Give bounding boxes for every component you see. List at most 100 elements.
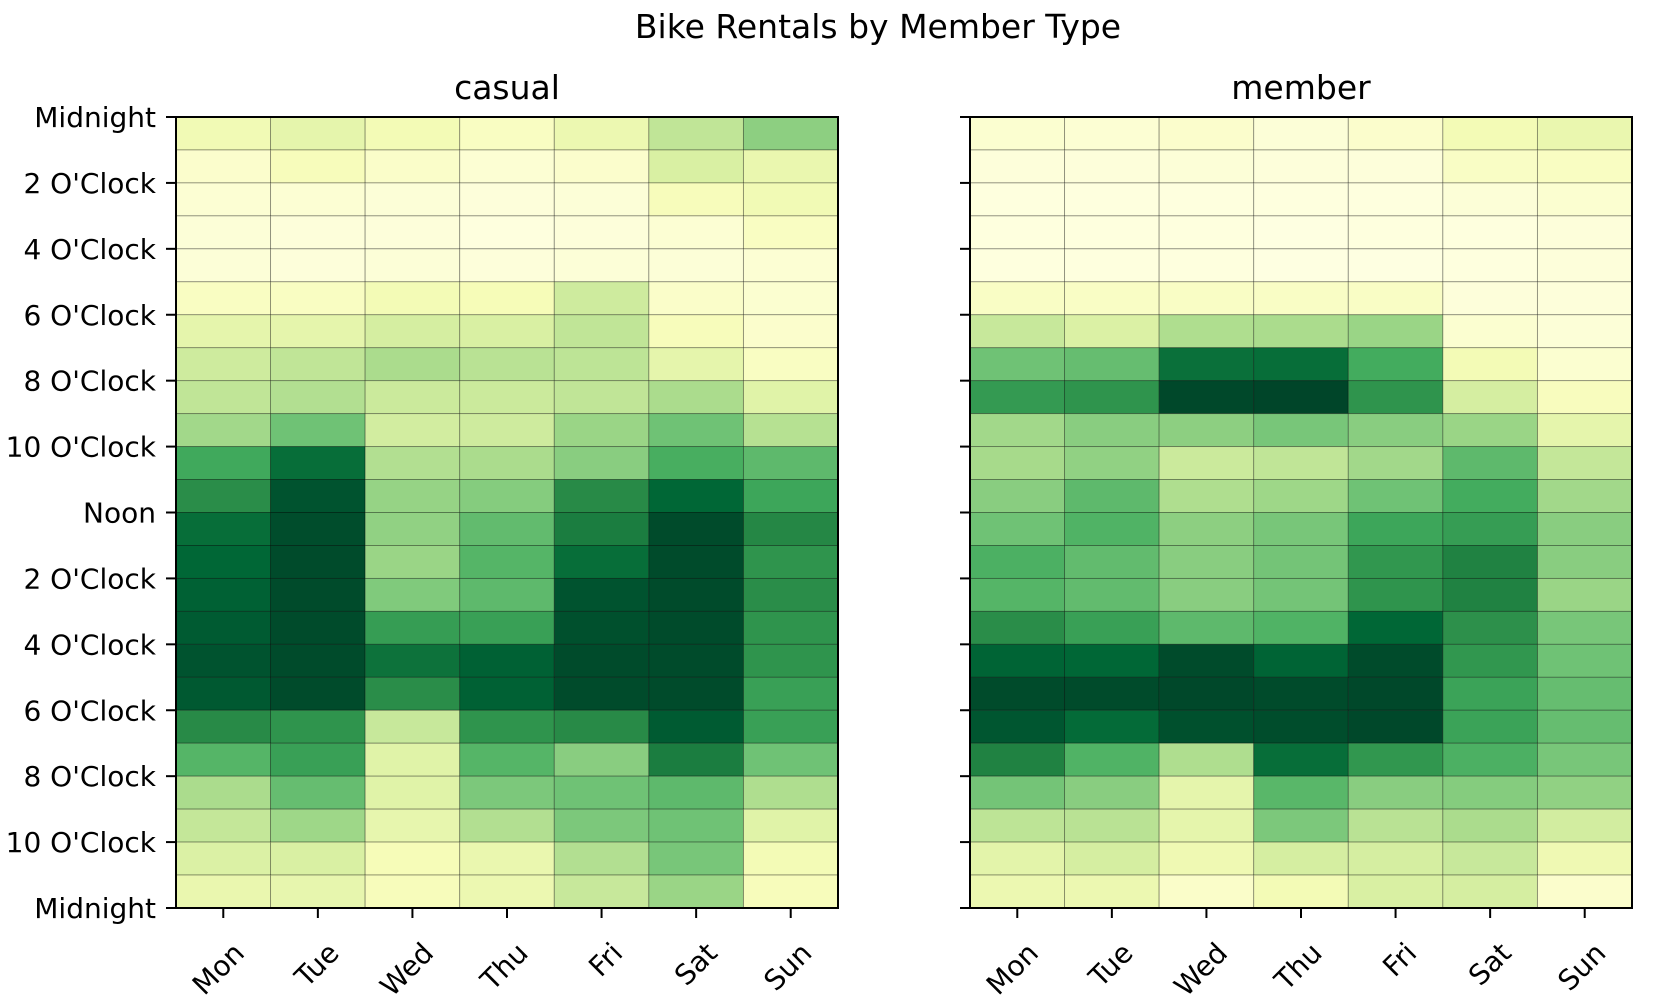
heatmap-cell — [1347, 676, 1444, 711]
heatmap-cell — [1253, 347, 1349, 382]
heatmap-cell — [1347, 149, 1444, 184]
heatmap-cell — [1536, 841, 1633, 876]
heatmap-cell — [270, 808, 366, 843]
heatmap-cell — [175, 149, 272, 184]
y-tick-label: 6 O'Clock — [23, 299, 156, 332]
heatmap-cell — [742, 874, 839, 909]
heatmap-cell — [553, 577, 650, 612]
heatmap-cell — [553, 841, 650, 876]
heatmap-cell — [1442, 182, 1538, 217]
heatmap-cell — [175, 116, 272, 151]
heatmap-cell — [459, 413, 555, 448]
heatmap-cell — [742, 643, 839, 678]
heatmap-cell — [175, 512, 272, 546]
heatmap-cell — [742, 808, 839, 843]
heatmap-cell — [1064, 709, 1160, 744]
heatmap-cell — [270, 347, 366, 382]
heatmap-cell — [1064, 182, 1160, 217]
heatmap-cell — [1253, 874, 1349, 909]
heatmap-cell — [1253, 380, 1349, 415]
heatmap-cell — [1442, 149, 1538, 184]
heatmap-cell — [1536, 808, 1633, 843]
heatmap-cell — [553, 610, 650, 645]
heatmap-cell — [742, 149, 839, 184]
heatmap-cell — [1253, 643, 1349, 678]
heatmap-cell — [1064, 643, 1160, 678]
heatmap-cell — [175, 413, 272, 448]
heatmap-cell — [969, 479, 1066, 513]
heatmap-cell — [648, 874, 744, 909]
heatmap-cell — [364, 577, 461, 612]
heatmap-cell — [459, 479, 555, 513]
heatmap-cell — [553, 347, 650, 382]
heatmap-cell — [1158, 808, 1255, 843]
heatmap-cell — [364, 347, 461, 382]
heatmap-cell — [1064, 347, 1160, 382]
y-tick-label: 8 O'Clock — [23, 760, 156, 793]
heatmap-cell — [364, 742, 461, 777]
heatmap-cell — [648, 709, 744, 744]
heatmap-cell — [969, 610, 1066, 645]
heatmap-cell — [1347, 413, 1444, 448]
heatmap-cell — [364, 248, 461, 283]
heatmap-cell — [459, 577, 555, 612]
heatmap-cell — [1347, 281, 1444, 316]
heatmap-cell — [1253, 281, 1349, 316]
heatmap-cell — [969, 446, 1066, 480]
heatmap-cell — [1347, 479, 1444, 513]
heatmap-cell — [969, 874, 1066, 909]
heatmap-cell — [1442, 874, 1538, 909]
heatmap-cell — [1536, 709, 1633, 744]
heatmap-cell — [742, 742, 839, 777]
heatmap-cell — [1536, 314, 1633, 349]
heatmap-cell — [175, 182, 272, 217]
heatmap-cell — [648, 577, 744, 612]
heatmap-cell — [1347, 347, 1444, 382]
heatmap-cell — [175, 709, 272, 744]
heatmap-cell — [175, 347, 272, 382]
heatmap-cell — [1158, 446, 1255, 480]
heatmap-cell — [1064, 808, 1160, 843]
heatmap-cell — [459, 841, 555, 876]
heatmap-cell — [270, 314, 366, 349]
heatmap-cell — [553, 248, 650, 283]
heatmap-cell — [1253, 479, 1349, 513]
heatmap-cell — [1442, 215, 1538, 250]
heatmap-cell — [648, 775, 744, 810]
heatmap-cell — [553, 479, 650, 513]
heatmap-cell — [742, 116, 839, 151]
heatmap-cell — [648, 808, 744, 843]
heatmap-cell — [1064, 775, 1160, 810]
heatmap-cell — [742, 215, 839, 250]
heatmap-cell — [553, 676, 650, 711]
heatmap-cell — [1347, 446, 1444, 480]
heatmap-cell — [969, 676, 1066, 711]
x-tick-label: Fri — [582, 936, 629, 983]
heatmap-cell — [364, 841, 461, 876]
heatmap-cell — [1536, 775, 1633, 810]
x-tick-label: Wed — [374, 936, 441, 996]
heatmap-cell — [175, 380, 272, 415]
heatmap-cell — [553, 446, 650, 480]
heatmap-cell — [1347, 775, 1444, 810]
heatmap-cell — [553, 512, 650, 546]
heatmap-cell — [175, 314, 272, 349]
heatmap-cell — [1536, 610, 1633, 645]
y-tick-label: 6 O'Clock — [23, 694, 156, 727]
heatmap-cell — [1347, 380, 1444, 415]
heatmap-cell — [648, 149, 744, 184]
heatmap-cell — [969, 512, 1066, 546]
heatmap-cell — [553, 380, 650, 415]
heatmap-cell — [1158, 314, 1255, 349]
heatmap-cell — [553, 413, 650, 448]
heatmap-cell — [553, 808, 650, 843]
heatmap-cell — [969, 742, 1066, 777]
heatmap-cell — [1536, 874, 1633, 909]
heatmap-cell — [1442, 413, 1538, 448]
heatmap-cell — [1253, 314, 1349, 349]
heatmap-cell — [459, 808, 555, 843]
x-tick-label: Sun — [757, 936, 818, 996]
heatmap-cell — [1536, 742, 1633, 777]
chart-title: Bike Rentals by Member Type — [635, 7, 1121, 46]
heatmap-cell — [459, 775, 555, 810]
